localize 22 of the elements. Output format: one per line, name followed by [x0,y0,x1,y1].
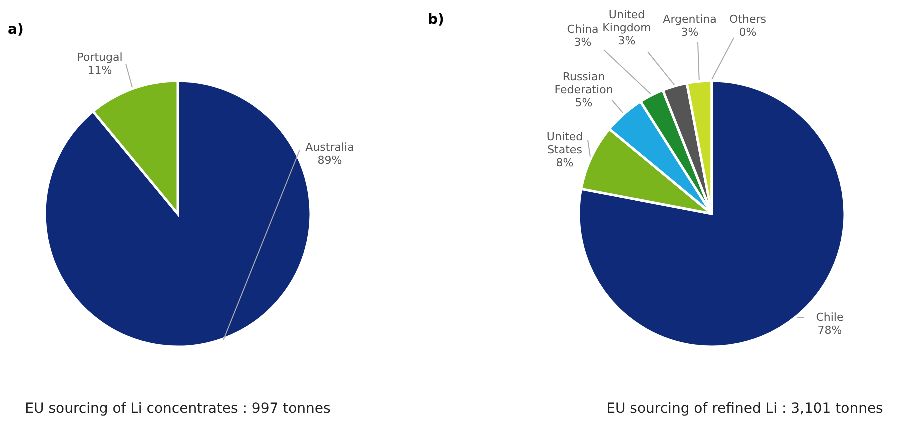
chart-title: b) [428,12,444,28]
data-label: 89% [318,154,342,167]
text: 0% [739,26,757,39]
slice-label: Russian Federation [554,70,614,96]
data-label: 5% [575,96,593,110]
data-label: 11% [88,64,112,77]
slice-label: Argentina [663,13,717,26]
data-label: 8% [556,156,574,170]
text: EU sourcing of refined Li : 3,101 tonnes [606,401,884,417]
slice-label: United States [546,130,584,156]
slice-label: United Kingdom [602,8,652,34]
chart-title: a) [8,22,24,38]
data-label: 78% [818,324,842,337]
data-label: 3% [574,36,592,49]
slice-label: Chile [816,311,844,324]
slice-label: Australia [306,141,354,154]
data-label: 3% [618,34,636,48]
category-label: Others [730,13,766,26]
slice-label: Portugal [77,51,123,64]
data-label: 3% [681,26,699,39]
slice-label: China [567,23,599,36]
text: EU sourcing of Li concentrates : 997 tonnes [25,401,331,417]
